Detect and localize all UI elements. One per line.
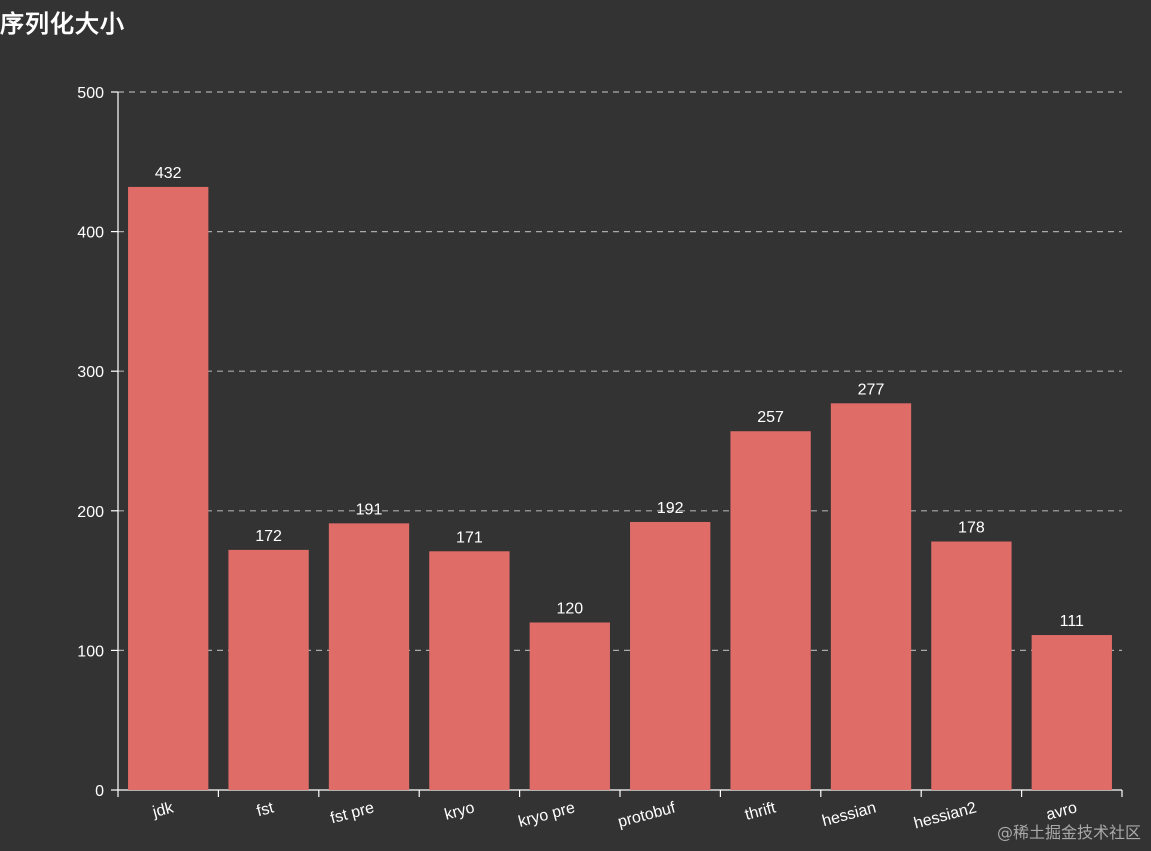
data-label: 432 (155, 165, 182, 182)
bar-hessian (830, 403, 912, 790)
bar-thrift (730, 431, 811, 790)
y-tick-label: 100 (77, 643, 104, 660)
x-tick-label: hessian (820, 799, 878, 830)
data-label: 277 (858, 381, 885, 398)
bar-fst (228, 549, 309, 790)
y-tick-label: 300 (77, 364, 104, 381)
x-tick-label: fst (255, 799, 276, 820)
data-label: 172 (255, 528, 282, 545)
data-label: 191 (356, 501, 383, 518)
data-label: 192 (657, 500, 684, 517)
x-tick-label: kryo pre (517, 799, 577, 830)
x-tick-label: kryo (443, 799, 477, 823)
x-tick-label: protobuf (616, 799, 678, 831)
watermark: @稀土掘金技术社区 (996, 823, 1141, 842)
bar-hessian2 (931, 541, 1012, 790)
bar-kryo (429, 551, 510, 790)
bar-avro (1031, 635, 1112, 790)
x-tick-label: thrift (743, 799, 778, 824)
data-label: 171 (456, 529, 483, 546)
data-label: 111 (1060, 613, 1084, 630)
y-tick-label: 200 (77, 504, 104, 521)
bar-kryo-pre (529, 622, 610, 790)
data-label: 120 (556, 600, 583, 617)
bar-protobuf (630, 521, 711, 790)
y-tick-label: 500 (77, 85, 104, 102)
chart-title: 序列化大小 (0, 10, 125, 38)
x-tick-label: jdk (150, 799, 176, 821)
bar-jdk (128, 186, 209, 791)
bar-fst-pre (328, 523, 410, 790)
data-label: 178 (958, 520, 985, 537)
y-tick-label: 400 (77, 225, 104, 242)
x-tick-label: fst pre (329, 799, 376, 827)
y-tick-label: 0 (95, 783, 104, 800)
x-tick-label: hessian2 (912, 799, 978, 832)
data-label: 257 (757, 409, 784, 426)
